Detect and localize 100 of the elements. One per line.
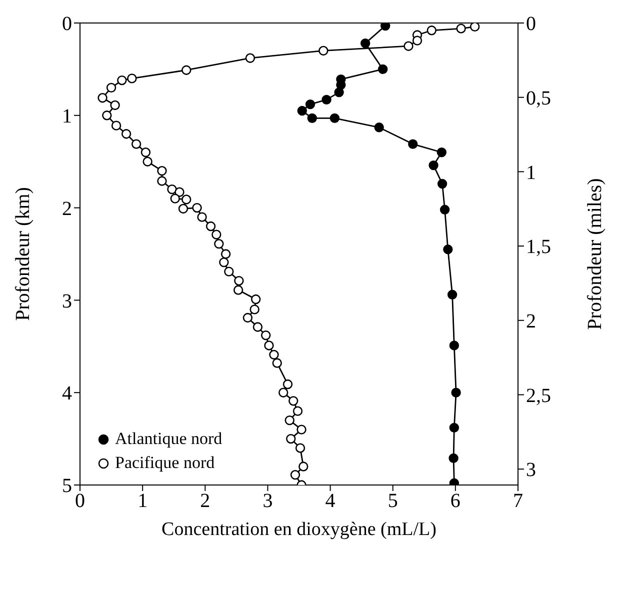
point	[127, 74, 137, 84]
y-tick-label: 5	[62, 475, 72, 498]
point	[269, 350, 279, 360]
point	[206, 221, 216, 232]
y-tick-label: 1	[62, 106, 72, 128]
point	[297, 106, 307, 116]
point	[212, 230, 222, 240]
point	[374, 122, 384, 132]
point	[286, 434, 296, 444]
point	[110, 100, 120, 110]
point	[174, 187, 184, 197]
x-tick-label: 1	[138, 490, 148, 512]
point	[264, 340, 274, 350]
point	[360, 38, 370, 48]
point	[278, 388, 288, 398]
point	[322, 94, 332, 105]
point	[252, 322, 263, 332]
y2-tick-label: 1,5	[526, 236, 551, 258]
y-tick-label: 3	[62, 290, 72, 312]
point	[380, 23, 390, 31]
point	[224, 266, 234, 276]
y-axis-title: Profondeur (km)	[12, 187, 34, 321]
y2-tick-label: 0	[526, 13, 536, 36]
point	[131, 139, 142, 149]
point	[290, 470, 300, 480]
point	[182, 65, 192, 75]
point	[298, 462, 308, 472]
point	[443, 244, 453, 254]
y-tick-label: 0	[62, 13, 72, 36]
point	[456, 24, 466, 34]
y2-axis-title: Profondeur (miles)	[584, 178, 606, 330]
x-tick-label: 5	[388, 490, 398, 512]
point	[102, 110, 112, 120]
point	[157, 176, 167, 186]
point	[318, 46, 328, 56]
x-tick-label: 4	[325, 490, 336, 512]
point	[142, 156, 152, 166]
point	[250, 294, 261, 304]
point	[260, 330, 271, 340]
point	[330, 113, 340, 124]
point	[197, 212, 207, 222]
point	[440, 204, 450, 214]
x-tick-label: 7	[513, 490, 523, 512]
y2-tick-label: 3	[526, 459, 536, 482]
point	[250, 304, 260, 314]
point	[272, 358, 282, 368]
point	[214, 238, 224, 249]
point	[307, 113, 317, 124]
point	[470, 23, 480, 32]
point	[111, 120, 122, 130]
point	[404, 41, 414, 51]
point	[449, 422, 460, 433]
point	[170, 194, 180, 204]
point	[296, 424, 306, 434]
point	[140, 148, 151, 158]
point	[292, 406, 303, 416]
point	[182, 194, 192, 204]
point	[412, 36, 422, 46]
x-tick-label: 6	[450, 490, 460, 512]
y2-tick-label: 2	[526, 310, 536, 332]
point	[234, 276, 244, 286]
point	[178, 204, 188, 214]
point	[334, 87, 344, 98]
point	[408, 139, 418, 149]
y2-tick-label: 2,5	[526, 384, 551, 407]
y2-tick-label: 0,5	[526, 87, 551, 110]
y2-tick-label: 1	[526, 162, 536, 184]
point	[157, 166, 167, 176]
point	[305, 99, 316, 110]
point	[447, 290, 458, 300]
y-tick-label: 4	[62, 382, 72, 405]
point	[106, 82, 116, 93]
point	[219, 257, 229, 268]
legend-label: Atlantique nord	[115, 428, 222, 450]
point	[233, 285, 244, 295]
point	[451, 388, 461, 398]
x-tick-label: 3	[262, 490, 273, 512]
point	[117, 75, 127, 86]
point	[284, 415, 294, 426]
y-tick-label: 2	[62, 198, 72, 220]
point	[288, 396, 298, 406]
point	[378, 64, 388, 74]
point	[282, 379, 293, 390]
point	[448, 453, 458, 464]
x-axis-title: Concentration en dioxygène (mL/L)	[162, 519, 436, 540]
point	[220, 249, 231, 259]
point	[449, 340, 460, 350]
point	[245, 53, 256, 63]
point	[98, 92, 108, 103]
point	[192, 202, 202, 213]
point	[295, 443, 306, 453]
point	[167, 184, 177, 194]
legend-label: Pacifique nord	[115, 452, 215, 474]
point	[428, 160, 438, 170]
point	[437, 178, 448, 189]
x-tick-label: 2	[200, 490, 210, 512]
point	[242, 312, 253, 323]
point	[436, 148, 447, 158]
point	[426, 26, 436, 36]
point	[121, 129, 132, 139]
